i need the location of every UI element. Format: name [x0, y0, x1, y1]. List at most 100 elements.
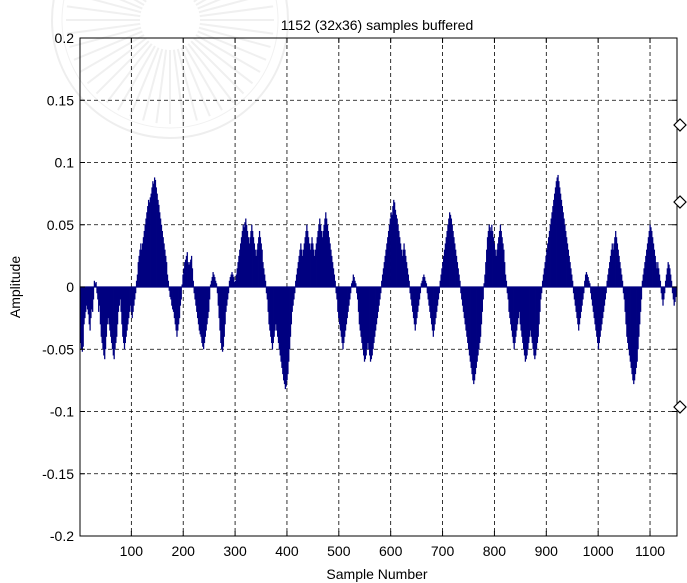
- waveform-bar: [650, 227, 652, 287]
- waveform-bar: [640, 287, 643, 300]
- waveform-bar: [337, 287, 339, 312]
- waveform-bar: [671, 287, 674, 294]
- waveform-bar: [264, 274, 266, 287]
- waveform-bar: [617, 249, 619, 287]
- waveform-bar: [497, 243, 499, 287]
- waveform-bar: [587, 277, 589, 287]
- waveform-bar: [401, 255, 403, 287]
- waveform-bar: [663, 287, 665, 300]
- waveform-bar: [343, 287, 345, 344]
- waveform-bar: [217, 287, 219, 306]
- waveform-bar: [565, 230, 567, 287]
- waveform-bar: [524, 287, 526, 362]
- waveform-bar: [189, 262, 191, 287]
- waveform-bar: [476, 287, 478, 362]
- waveform-bar: [132, 287, 134, 312]
- waveform-bar: [615, 237, 618, 287]
- waveform-bar: [80, 287, 83, 350]
- y-tick-labels: 0.2 0.15 0.1 0.05 0 -0.05 -0.1 -0.15 -0.2: [42, 30, 74, 544]
- waveform-bar: [418, 287, 420, 306]
- watermark-ray: [195, 34, 261, 73]
- waveform-bar: [581, 287, 583, 306]
- waveform-bar: [155, 187, 157, 287]
- waveform-bar: [566, 237, 568, 287]
- waveform-bar: [116, 287, 118, 337]
- y-tick-label: -0.2: [50, 528, 74, 544]
- y-tick-label: -0.15: [42, 466, 74, 482]
- diamond-marker-icon: [673, 118, 687, 132]
- waveform-bar: [333, 274, 336, 287]
- waveform-bar: [554, 187, 557, 287]
- x-tick-label: 300: [223, 543, 247, 559]
- waveform-bar: [381, 280, 383, 287]
- waveform-bar: [206, 287, 208, 325]
- waveform-bar: [367, 287, 369, 344]
- waveform-bar: [198, 287, 200, 331]
- waveform-bar: [486, 249, 488, 287]
- waveform-bar: [599, 287, 601, 337]
- waveform-bar: [194, 287, 196, 300]
- waveform-bar: [453, 237, 455, 287]
- waveform-bar: [92, 287, 94, 312]
- waveform-bar: [588, 280, 590, 287]
- waveform-bar: [371, 287, 373, 356]
- waveform-bar: [463, 287, 465, 319]
- waveform-bar: [361, 287, 363, 344]
- waveform-bar: [193, 287, 195, 294]
- waveform-bar: [174, 287, 176, 325]
- plot-frame: [79, 37, 678, 537]
- x-tick-label: 900: [535, 543, 559, 559]
- waveform-bar: [474, 287, 477, 375]
- waveform-bar: [259, 237, 262, 287]
- waveform-bar: [484, 274, 486, 287]
- marker-handles: [673, 118, 687, 414]
- waveform-bar: [455, 249, 457, 287]
- waveform-bar: [433, 287, 435, 331]
- waveform-bar: [147, 199, 150, 287]
- waveform-bar: [651, 230, 653, 287]
- waveform-bar: [117, 287, 120, 312]
- waveform-bar: [180, 287, 182, 300]
- waveform-bar: [503, 249, 505, 287]
- waveform-bar: [510, 287, 513, 331]
- waveform-bar: [481, 287, 483, 312]
- waveform-bar: [424, 280, 427, 287]
- waveform-bar: [409, 287, 411, 294]
- waveform-bar: [357, 287, 360, 312]
- waveform-bar: [419, 287, 422, 294]
- waveform-bar: [501, 237, 503, 287]
- waveform-bar: [160, 218, 162, 287]
- waveform-bar: [235, 274, 237, 287]
- waveform-bar: [209, 284, 212, 287]
- x-tick-labels: 100 200 300 400 500 600 700 800 900 1000 1100: [120, 543, 666, 559]
- waveform-bar: [351, 280, 354, 287]
- waveform-bar: [112, 287, 114, 356]
- waveform-bar: [388, 224, 391, 287]
- waveform-bar: [535, 287, 537, 356]
- waveform-bar: [197, 287, 200, 325]
- waveform-bar: [176, 287, 178, 337]
- waveform-bar: [579, 287, 582, 319]
- waveform-bar: [648, 230, 650, 287]
- waveform-bar: [633, 287, 636, 381]
- waveform-bar: [522, 287, 524, 344]
- waveform-bar: [657, 262, 659, 287]
- waveform-bar: [404, 249, 406, 287]
- waveform-bar: [317, 230, 319, 287]
- watermark-ray: [129, 47, 160, 117]
- waveform-bar: [221, 287, 223, 350]
- waveform-bar: [586, 274, 588, 287]
- waveform-bar: [205, 287, 207, 331]
- waveform-bar: [508, 287, 510, 312]
- waveform-bar: [129, 287, 132, 306]
- waveform-bar: [356, 287, 359, 300]
- waveform-bar: [471, 287, 473, 375]
- waveform-bar: [220, 287, 222, 344]
- waveform-bar: [495, 255, 497, 287]
- waveform-bar: [222, 287, 225, 347]
- waveform-bar: [289, 287, 292, 337]
- waveform-bar: [664, 287, 666, 294]
- waveform-bar: [664, 280, 667, 287]
- watermark-ray: [184, 45, 223, 111]
